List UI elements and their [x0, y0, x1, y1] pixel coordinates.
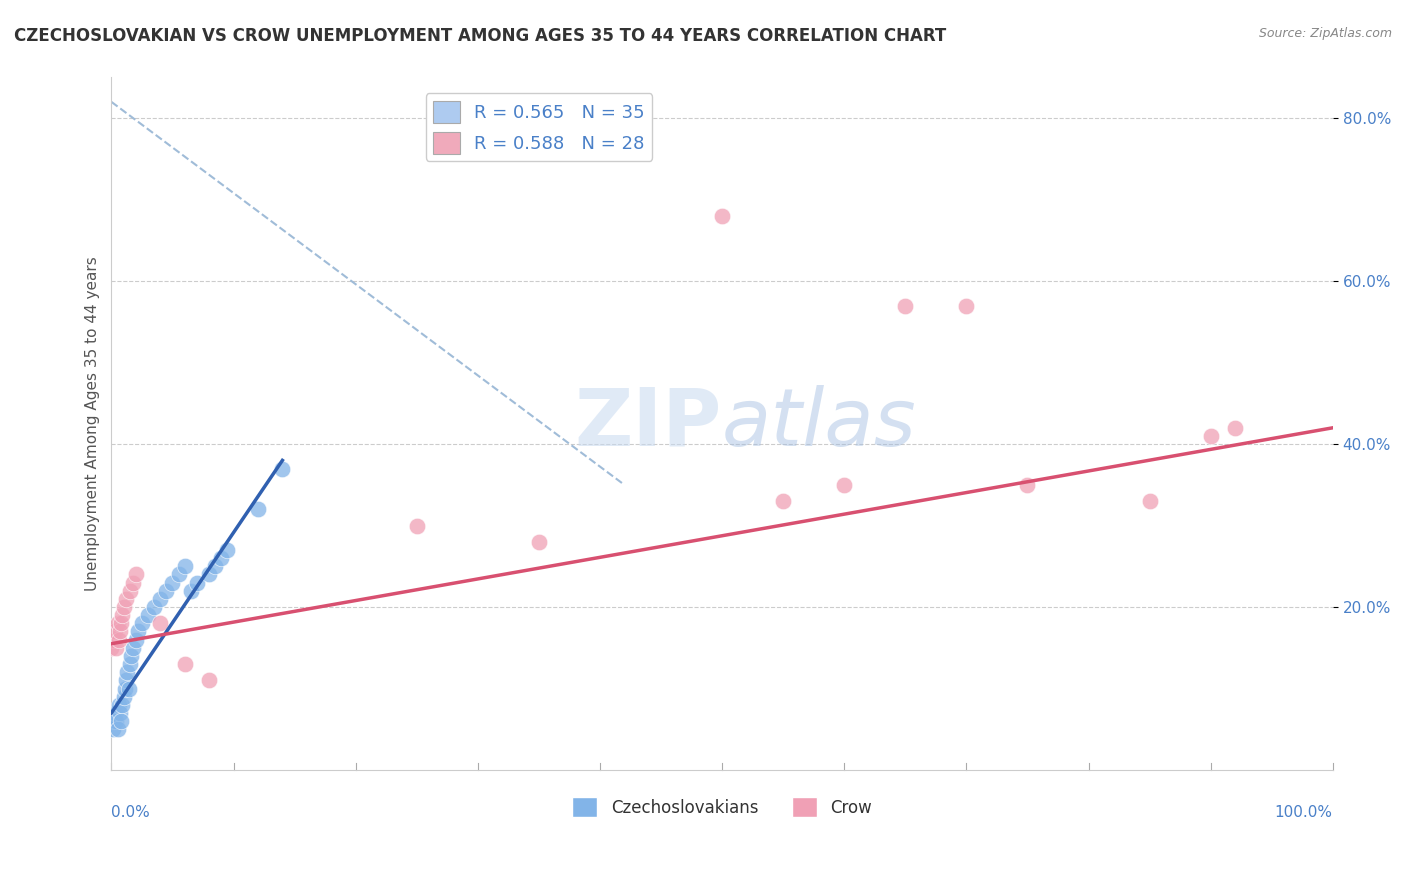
Point: [162, 575, 184, 590]
Point: [173, 657, 195, 671]
Point: [1199, 429, 1222, 443]
Point: [118, 657, 141, 671]
Y-axis label: Unemployment Among Ages 35 to 44 years: Unemployment Among Ages 35 to 44 years: [86, 256, 100, 591]
Point: [107, 616, 129, 631]
Point: [1139, 494, 1161, 508]
Point: [114, 681, 136, 696]
Point: [198, 673, 221, 688]
Point: [136, 608, 159, 623]
Point: [167, 567, 190, 582]
Point: [131, 616, 153, 631]
Point: [101, 723, 124, 737]
Point: [527, 534, 550, 549]
Point: [117, 681, 139, 696]
Point: [894, 299, 917, 313]
Point: [107, 723, 129, 737]
Text: 100.0%: 100.0%: [1275, 805, 1333, 820]
Point: [118, 583, 141, 598]
Point: [103, 714, 125, 728]
Point: [186, 575, 208, 590]
Point: [107, 698, 129, 712]
Point: [111, 698, 134, 712]
Point: [217, 543, 239, 558]
Text: 0.0%: 0.0%: [111, 805, 150, 820]
Point: [103, 632, 125, 647]
Point: [832, 478, 855, 492]
Point: [772, 494, 794, 508]
Point: [112, 690, 135, 704]
Point: [246, 502, 269, 516]
Point: [405, 518, 427, 533]
Point: [180, 583, 202, 598]
Point: [149, 616, 172, 631]
Text: Source: ZipAtlas.com: Source: ZipAtlas.com: [1258, 27, 1392, 40]
Point: [105, 714, 128, 728]
Point: [112, 600, 135, 615]
Point: [204, 559, 226, 574]
Point: [111, 608, 134, 623]
Text: CZECHOSLOVAKIAN VS CROW UNEMPLOYMENT AMONG AGES 35 TO 44 YEARS CORRELATION CHART: CZECHOSLOVAKIAN VS CROW UNEMPLOYMENT AMO…: [14, 27, 946, 45]
Point: [105, 640, 128, 655]
Text: ZIP: ZIP: [575, 384, 723, 463]
Point: [198, 567, 221, 582]
Point: [1223, 421, 1246, 435]
Point: [110, 714, 132, 728]
Point: [104, 624, 127, 639]
Point: [122, 640, 145, 655]
Point: [711, 209, 734, 223]
Point: [110, 616, 132, 631]
Point: [120, 648, 142, 663]
Text: atlas: atlas: [723, 384, 917, 463]
Point: [125, 567, 148, 582]
Point: [149, 591, 172, 606]
Point: [173, 559, 195, 574]
Point: [271, 461, 294, 475]
Point: [155, 583, 177, 598]
Point: [955, 299, 977, 313]
Point: [1017, 478, 1039, 492]
Point: [108, 624, 131, 639]
Point: [122, 575, 145, 590]
Point: [104, 706, 127, 720]
Point: [115, 591, 138, 606]
Legend: Czechoslovakians, Crow: Czechoslovakians, Crow: [565, 790, 879, 824]
Point: [125, 632, 148, 647]
Point: [117, 665, 139, 680]
Point: [209, 551, 232, 566]
Point: [143, 600, 166, 615]
Point: [100, 640, 122, 655]
Point: [115, 673, 138, 688]
Point: [127, 624, 149, 639]
Point: [108, 706, 131, 720]
Point: [107, 632, 129, 647]
